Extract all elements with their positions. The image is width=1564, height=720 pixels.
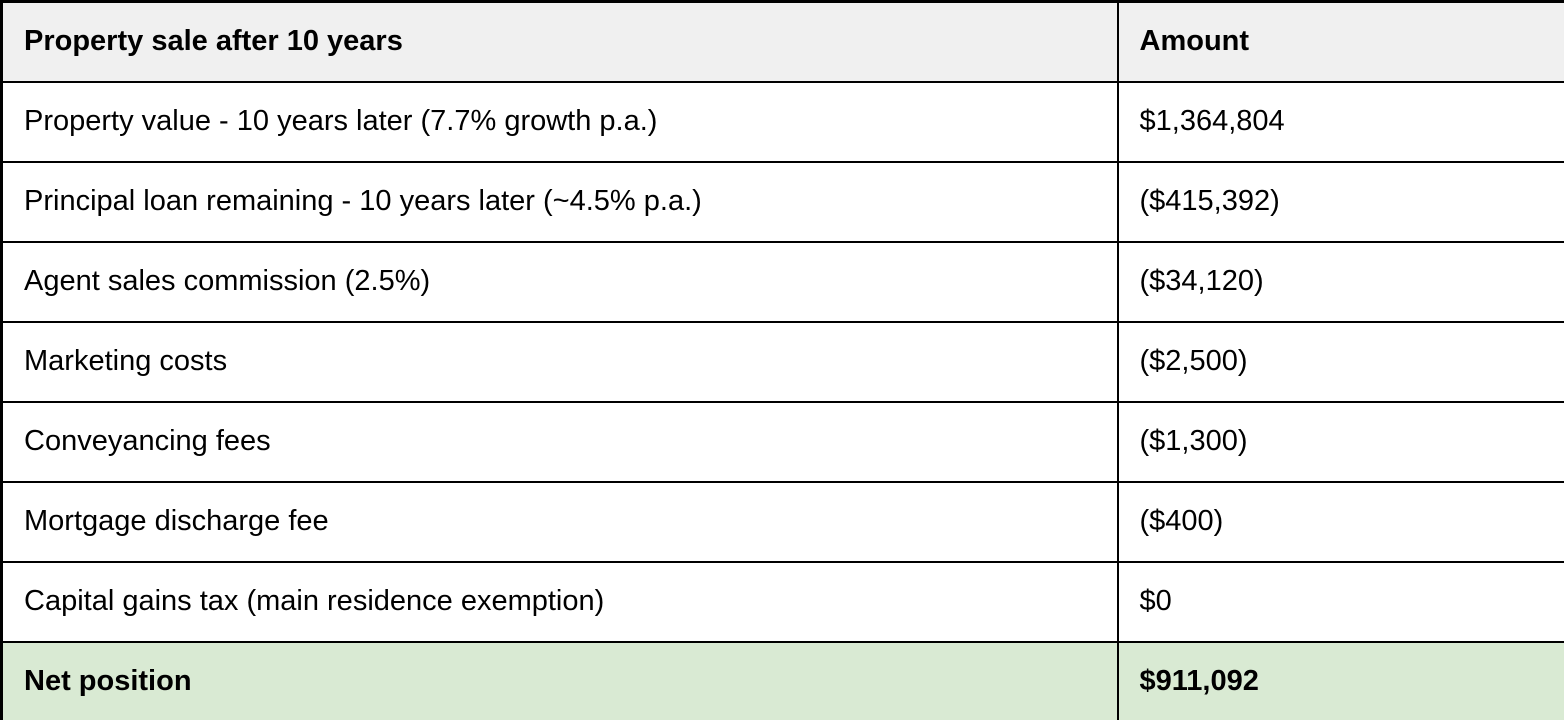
row-amount: ($34,120): [1116, 240, 1564, 323]
table-row-property-value: Property value - 10 years later (7.7% gr…: [0, 80, 1564, 163]
header-cell-amount: Amount: [1116, 0, 1564, 83]
net-position-label: Net position: [0, 640, 1119, 720]
table-row-net-position: Net position $911,092: [0, 640, 1564, 720]
row-label: Principal loan remaining - 10 years late…: [0, 160, 1119, 243]
table-row-marketing-costs: Marketing costs ($2,500): [0, 320, 1564, 403]
row-label: Conveyancing fees: [0, 400, 1119, 483]
row-amount: ($2,500): [1116, 320, 1564, 403]
row-label: Marketing costs: [0, 320, 1119, 403]
table-row-capital-gains-tax: Capital gains tax (main residence exempt…: [0, 560, 1564, 643]
row-label: Mortgage discharge fee: [0, 480, 1119, 563]
row-label: Capital gains tax (main residence exempt…: [0, 560, 1119, 643]
row-amount: $0: [1116, 560, 1564, 643]
header-cell-title: Property sale after 10 years: [0, 0, 1119, 83]
table-row-principal-loan: Principal loan remaining - 10 years late…: [0, 160, 1564, 243]
net-position-amount: $911,092: [1116, 640, 1564, 720]
row-label: Property value - 10 years later (7.7% gr…: [0, 80, 1119, 163]
row-amount: ($415,392): [1116, 160, 1564, 243]
table-header-row: Property sale after 10 years Amount: [0, 0, 1564, 83]
table-row-agent-commission: Agent sales commission (2.5%) ($34,120): [0, 240, 1564, 323]
row-amount: ($1,300): [1116, 400, 1564, 483]
row-amount: ($400): [1116, 480, 1564, 563]
row-label: Agent sales commission (2.5%): [0, 240, 1119, 323]
row-amount: $1,364,804: [1116, 80, 1564, 163]
table-row-mortgage-discharge: Mortgage discharge fee ($400): [0, 480, 1564, 563]
table-row-conveyancing-fees: Conveyancing fees ($1,300): [0, 400, 1564, 483]
